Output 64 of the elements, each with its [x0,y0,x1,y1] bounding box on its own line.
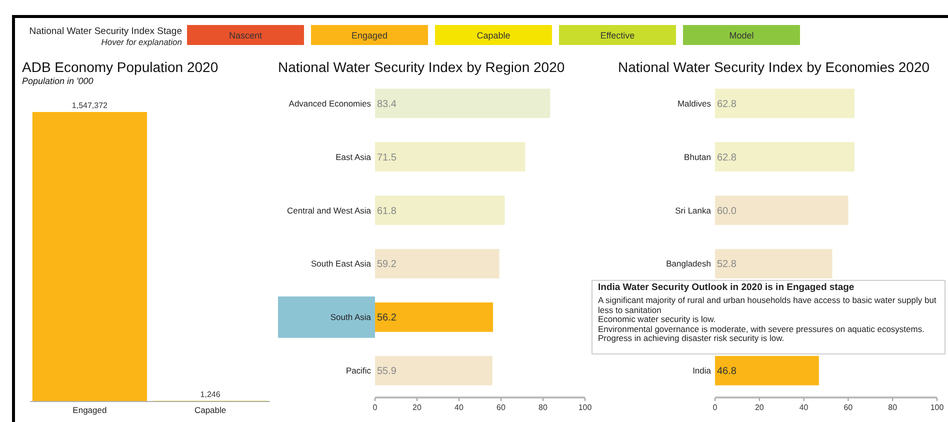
bar [375,356,492,386]
text: Hover for explanation [101,37,182,47]
x-tick-label: 20 [412,403,422,412]
y-tick-label: Pacific [346,366,372,376]
data-label: 1,246 [200,390,221,399]
bar [715,356,819,386]
data-label: 83.4 [377,98,397,110]
y-tick-label: Central and West Asia [287,205,372,216]
x-tick-label: 80 [538,403,548,412]
x-tick-label: 60 [496,403,506,412]
bar [715,249,832,278]
chart-title: National Water Security Index by Economies 2020 [618,59,930,75]
y-tick-label: Bhutan [684,152,712,162]
annotation: Progress in achieving disaster risk security is low. [598,333,786,344]
x-tick-label: Capable [194,405,226,415]
bar [715,196,848,225]
category-label: Model [729,30,754,40]
data-label: 56.2 [377,312,397,324]
bar [375,88,550,118]
x-tick-label: 20 [754,403,764,412]
x-tick-label: 0 [712,403,718,412]
annotation: Environmental governance is moderate, with severe pressures on aquatic ecosystems. [598,324,926,334]
x-tick-label: 80 [888,403,898,412]
y-tick-label: East Asia [336,152,372,162]
annotation: India Water Security Outlook in 2020 is in Engaged stage [598,282,856,294]
y-tick-label: Maldives [677,98,711,108]
bar [375,196,505,225]
chart-subtitle: Population in '000 [22,76,94,86]
data-label: 46.8 [717,366,737,378]
data-label: 61.8 [377,206,397,217]
y-tick-label: Advanced Economies [288,98,371,108]
category-label: Nascent [228,30,262,40]
chart-title: ADB Economy Population 2020 [22,59,218,75]
category-label: Effective [600,30,635,40]
y-tick-label: Bangladesh [666,258,712,269]
bar [375,142,526,172]
annotation: Economic water security is low. [598,314,717,325]
x-tick-label: 40 [799,403,809,412]
data-label: 55.9 [377,366,397,378]
x-tick-label: 100 [930,403,944,412]
x-tick-label: 40 [454,403,464,412]
x-tick-label: 60 [844,403,854,412]
x-tick-label: 0 [372,403,378,412]
data-label: 1,547,372 [72,101,108,110]
x-tick-label: Engaged [72,405,107,415]
data-label: 52.8 [717,259,737,270]
category-label: Engaged [351,30,388,40]
text: National Water Security Index Stage [29,26,182,37]
data-label: 60.0 [717,206,737,217]
bar [715,88,854,118]
bar [715,142,854,172]
data-label: 71.5 [377,152,397,164]
y-tick-label: India [692,366,712,376]
y-tick-label: South Asia [330,312,372,322]
category-label: Capable [476,30,510,40]
y-tick-label: Sri Lanka [675,205,712,216]
annotation: A significant majority of rural and urban households have access to basic water supply but less to sanitation [598,295,938,316]
y-tick-label: South East Asia [310,258,372,269]
bar [375,249,500,278]
chart-title: National Water Security Index by Region 2020 [278,59,565,75]
data-label: 62.8 [717,152,737,164]
data-label: 62.8 [717,98,737,110]
data-label: 59.2 [377,259,397,270]
x-tick-label: 100 [578,403,592,412]
